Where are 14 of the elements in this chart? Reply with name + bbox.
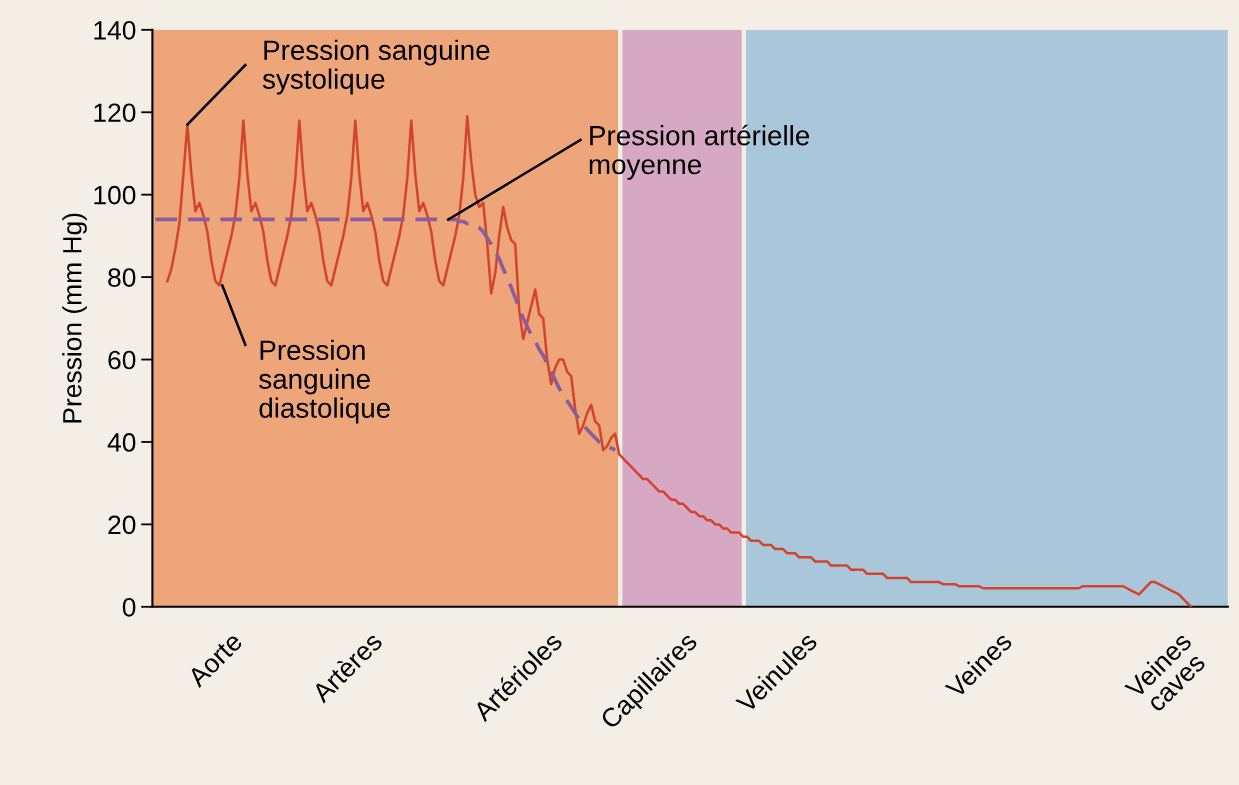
- y-axis-title: Pression (mm Hg): [62, 213, 87, 423]
- annotation: Pression sanguine systolique: [262, 39, 490, 95]
- y-tick-label: 60: [108, 350, 136, 370]
- y-tick-label: 100: [94, 185, 136, 205]
- line-series: [153, 217, 617, 453]
- y-tick-label: 0: [122, 597, 136, 617]
- y-tick-label: 20: [108, 515, 136, 535]
- annotation: Pression artérielle moyenne: [589, 124, 810, 180]
- line-series: [166, 115, 1193, 607]
- y-tick-label: 120: [94, 103, 136, 123]
- y-tick-label: 140: [94, 20, 136, 40]
- annotation: Pression sanguine diastolique: [259, 339, 390, 424]
- y-tick-label: 80: [108, 268, 136, 287]
- y-tick-label: 40: [107, 433, 136, 452]
